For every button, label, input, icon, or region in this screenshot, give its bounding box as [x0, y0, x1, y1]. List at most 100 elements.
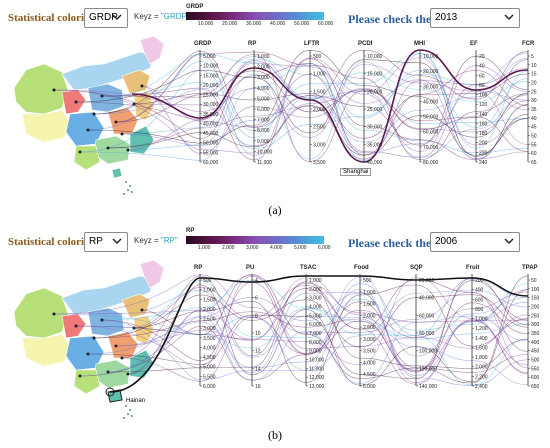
tick-label: 80,000 [423, 160, 439, 166]
tick-label: 40,000 [419, 296, 435, 302]
axis-title: FCR [522, 41, 535, 47]
tick-label: 120,000 [419, 366, 437, 372]
map-point [52, 88, 56, 92]
map-point [74, 324, 78, 328]
axis-title: Food [354, 265, 369, 271]
tick-label: 500 [313, 54, 322, 60]
tick-label: 40,000 [423, 99, 439, 105]
tick-label: 60 [479, 73, 485, 79]
tick-label: 50 [531, 134, 537, 140]
tick-label: 45 [531, 125, 537, 131]
tick-label: 10 [531, 63, 537, 69]
map-point [120, 132, 124, 136]
tick-label: 10,000 [309, 358, 325, 364]
tick-label: 140,000 [419, 384, 437, 390]
tick-label: 40 [531, 116, 537, 122]
china-map [13, 35, 165, 195]
highlight-callout: Hainan [126, 398, 146, 404]
tick-label: 60,000 [423, 130, 439, 136]
axis-title: RP [194, 265, 202, 271]
tick-label: 80,000 [419, 331, 435, 337]
axis-title: PU [246, 265, 254, 271]
polyline [141, 289, 529, 386]
tick-label: 30,000 [423, 84, 439, 90]
parallel-coordinates-a: GRDP 5,000 10,000 15,000 20,000 25,000 30,000 3… [52, 41, 537, 166]
legend-tick: 2,000 [222, 245, 235, 251]
map-point [100, 94, 104, 98]
polyline [133, 73, 529, 139]
tick-label: 3,500 [203, 336, 216, 342]
tick-label: 45,000 [203, 131, 219, 137]
map-point [92, 336, 96, 340]
tick-label: 1,500 [313, 89, 326, 95]
legend-title: GRDP [186, 4, 204, 10]
map-point [126, 372, 130, 376]
region-jiangsu[interactable] [133, 315, 155, 345]
region-central-north[interactable] [87, 83, 125, 113]
tick-label: 14 [255, 366, 261, 372]
tick-label: 550 [531, 366, 540, 372]
tick-label: 4,000 [203, 345, 216, 351]
caption-a: (a) [268, 203, 282, 217]
region-hebei[interactable] [121, 69, 151, 95]
tick-label: 150 [531, 296, 540, 302]
tick-label: 1,000 [203, 288, 216, 294]
tick-label: 55,000 [203, 150, 219, 156]
region-hainan[interactable] [111, 167, 123, 179]
tick-label: 2,200 [475, 374, 488, 380]
polyline [87, 54, 529, 156]
axis-title: TSAC [300, 265, 317, 271]
tick-label: 220 [479, 150, 488, 156]
tick-label: 55 [531, 142, 537, 148]
tick-label: 10,000 [423, 54, 439, 60]
polyline [127, 62, 529, 160]
region-hainan[interactable] [107, 389, 123, 403]
legend-title: RP [186, 228, 195, 234]
tick-label: 4,500 [203, 355, 216, 361]
polyline [75, 53, 529, 103]
coloring-label: Statistical coloring: [8, 12, 100, 24]
map-point [140, 308, 144, 312]
chevron-down-icon [112, 238, 122, 245]
tick-label: 600 [531, 375, 540, 381]
chevron-down-icon [504, 14, 514, 21]
tick-label: 250 [531, 313, 540, 319]
tick-label: 2,500 [313, 125, 326, 131]
tick-label: 1,500 [203, 297, 216, 303]
map-point [100, 318, 104, 322]
tick-label: 12,000 [309, 375, 325, 381]
tick-label: 100,000 [419, 349, 437, 355]
tick-label: 6,000 [309, 322, 322, 328]
tick-label: 70,000 [423, 145, 439, 151]
tick-label: 6 [255, 296, 258, 302]
coloring-select-value: RP [89, 236, 103, 247]
region-heilongjiang[interactable] [139, 259, 165, 289]
axis-title: Fruit [466, 265, 479, 271]
region-central-north[interactable] [87, 307, 125, 337]
axis-title: SQP [410, 265, 423, 271]
tick-label: 10,000 [367, 54, 383, 60]
tick-label: 5,000 [309, 313, 322, 319]
map-point [52, 312, 56, 316]
coloring-select[interactable]: RP [84, 232, 128, 252]
year-select[interactable]: 2013 [430, 8, 520, 28]
tick-label: 5,000 [203, 54, 216, 60]
tick-label: 2,500 [363, 325, 376, 331]
legend-color-bar [186, 236, 324, 244]
south-sea-islands [123, 405, 133, 419]
region-hebei[interactable] [121, 293, 151, 319]
tick-label: 2,000 [257, 65, 270, 71]
tick-label: 1,000 [475, 317, 488, 323]
map-point [78, 374, 82, 378]
year-select[interactable]: 2006 [430, 232, 520, 252]
tick-label: 2,500 [203, 317, 216, 323]
tick-label: 140 [479, 112, 488, 118]
tick-label: 5 [531, 54, 534, 60]
parallel-coordinates-b: RP 500 1,000 1,500 2,000 2,500 3,000 3,500 4,000… [52, 265, 540, 393]
region-heilongjiang[interactable] [139, 35, 165, 65]
tick-label: 200 [531, 305, 540, 311]
polyline [121, 291, 529, 382]
map-point [106, 146, 110, 150]
coloring-select[interactable]: GRDP [84, 8, 128, 28]
tick-label: 4 [255, 278, 258, 284]
